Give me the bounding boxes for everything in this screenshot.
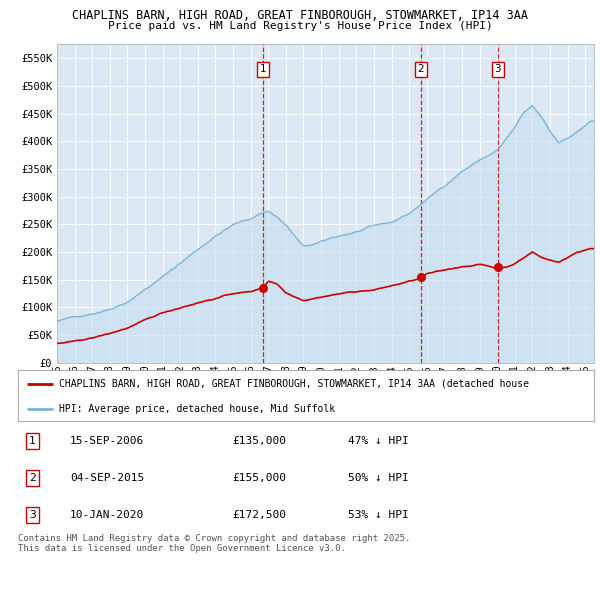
Text: Price paid vs. HM Land Registry's House Price Index (HPI): Price paid vs. HM Land Registry's House …	[107, 21, 493, 31]
Text: 3: 3	[494, 64, 501, 74]
Text: 2: 2	[418, 64, 424, 74]
Text: 47% ↓ HPI: 47% ↓ HPI	[348, 436, 409, 445]
Text: 1: 1	[260, 64, 266, 74]
Text: 15-SEP-2006: 15-SEP-2006	[70, 436, 145, 445]
Text: 3: 3	[29, 510, 36, 520]
Text: £172,500: £172,500	[232, 510, 286, 520]
Text: CHAPLINS BARN, HIGH ROAD, GREAT FINBOROUGH, STOWMARKET, IP14 3AA: CHAPLINS BARN, HIGH ROAD, GREAT FINBOROU…	[72, 9, 528, 22]
Text: 53% ↓ HPI: 53% ↓ HPI	[348, 510, 409, 520]
Text: £155,000: £155,000	[232, 473, 286, 483]
Text: 2: 2	[29, 473, 36, 483]
Text: £135,000: £135,000	[232, 436, 286, 445]
Text: HPI: Average price, detached house, Mid Suffolk: HPI: Average price, detached house, Mid …	[59, 404, 335, 414]
Text: 1: 1	[29, 436, 36, 445]
Text: 10-JAN-2020: 10-JAN-2020	[70, 510, 145, 520]
Text: CHAPLINS BARN, HIGH ROAD, GREAT FINBOROUGH, STOWMARKET, IP14 3AA (detached house: CHAPLINS BARN, HIGH ROAD, GREAT FINBOROU…	[59, 379, 529, 389]
Text: Contains HM Land Registry data © Crown copyright and database right 2025.
This d: Contains HM Land Registry data © Crown c…	[18, 534, 410, 553]
Text: 50% ↓ HPI: 50% ↓ HPI	[348, 473, 409, 483]
FancyBboxPatch shape	[18, 370, 594, 421]
Text: 04-SEP-2015: 04-SEP-2015	[70, 473, 145, 483]
